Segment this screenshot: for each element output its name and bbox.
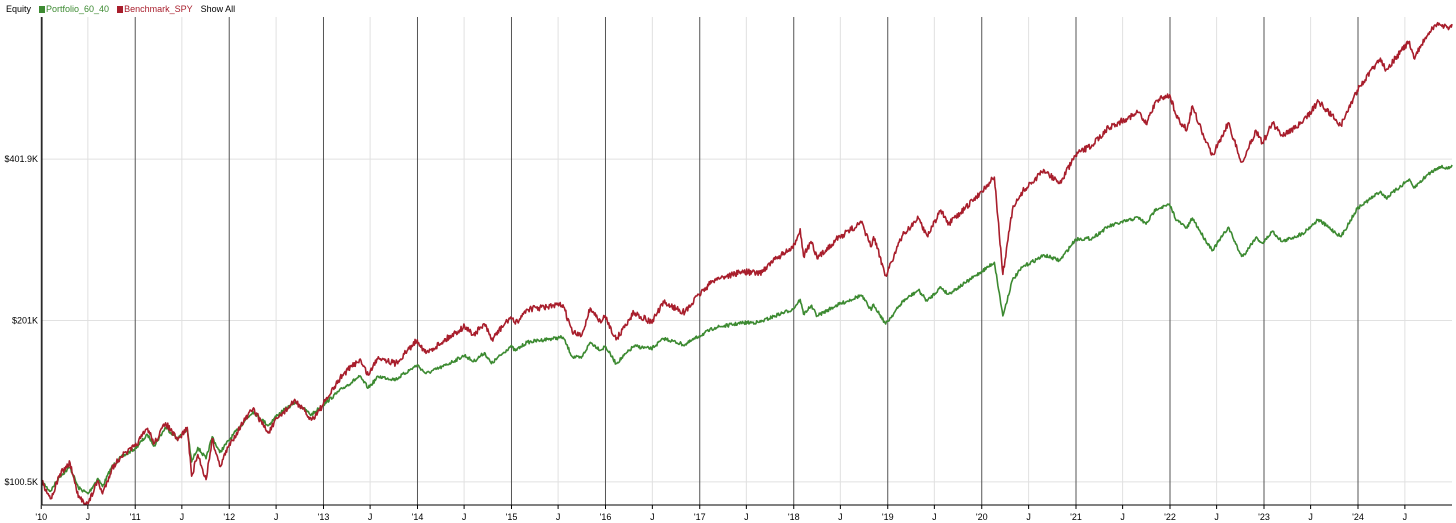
x-tick-label: '16 <box>600 512 612 522</box>
x-tick-label: '22 <box>1164 512 1176 522</box>
x-tick-label: '17 <box>694 512 706 522</box>
series-lines <box>41 21 1453 506</box>
chart-axes <box>40 17 1452 509</box>
y-tick-label: $201K <box>12 315 38 325</box>
x-tick-label: J <box>556 512 561 522</box>
x-tick-label: J <box>1214 512 1219 522</box>
x-tick-label: J <box>274 512 279 522</box>
x-tick-label: J <box>368 512 373 522</box>
benchmark-swatch-icon <box>117 5 124 13</box>
portfolio-swatch-icon <box>39 5 46 13</box>
x-tick-label: J <box>1308 512 1313 522</box>
legend-label-portfolio: Portfolio_60_40 <box>46 4 110 14</box>
chart-legend: Equity Portfolio_60_40 Benchmark_SPY Sho… <box>6 2 235 16</box>
x-tick-label: '14 <box>412 512 424 522</box>
series-line-portfolio <box>41 164 1453 495</box>
minor-gridlines <box>42 17 1452 505</box>
x-tick-label: J <box>932 512 937 522</box>
x-tick-label: J <box>1120 512 1125 522</box>
x-tick-label: J <box>838 512 843 522</box>
y-tick-label: $401.9K <box>4 154 38 164</box>
x-tick-label: J <box>1026 512 1031 522</box>
series-line-benchmark <box>41 21 1453 506</box>
legend-title: Equity <box>6 4 32 14</box>
x-tick-label: '18 <box>788 512 800 522</box>
x-tick-label: '24 <box>1352 512 1364 522</box>
x-tick-label: J <box>744 512 749 522</box>
x-tick-label: J <box>180 512 185 522</box>
x-tick-label: J <box>650 512 655 522</box>
x-tick-label: '19 <box>882 512 894 522</box>
legend-item-portfolio[interactable]: Portfolio_60_40 <box>39 4 109 14</box>
x-tick-label: '20 <box>976 512 988 522</box>
x-tick-label: '12 <box>223 512 235 522</box>
y-tick-label: $100.5K <box>4 477 38 487</box>
x-tick-label: '10 <box>35 512 47 522</box>
x-tick-label: '11 <box>130 512 141 522</box>
x-tick-label: '23 <box>1258 512 1270 522</box>
x-tick-label: J <box>86 512 91 522</box>
legend-label-benchmark: Benchmark_SPY <box>124 4 193 14</box>
y-axis-labels: $100.5K $201K $401.9K <box>4 154 38 487</box>
x-axis-labels: '10 J '11 J '12 J '13 J '14 J '15 J '16 J '17 J '18 J '19 J… <box>35 512 1407 522</box>
x-tick-label: J <box>462 512 467 522</box>
x-tick-label: '15 <box>506 512 518 522</box>
legend-item-benchmark[interactable]: Benchmark_SPY <box>117 4 193 14</box>
x-tick-label: J <box>1403 512 1408 522</box>
x-tick-label: '13 <box>318 512 330 522</box>
show-all-button[interactable]: Show All <box>200 4 236 14</box>
x-tick-label: '21 <box>1070 512 1082 522</box>
